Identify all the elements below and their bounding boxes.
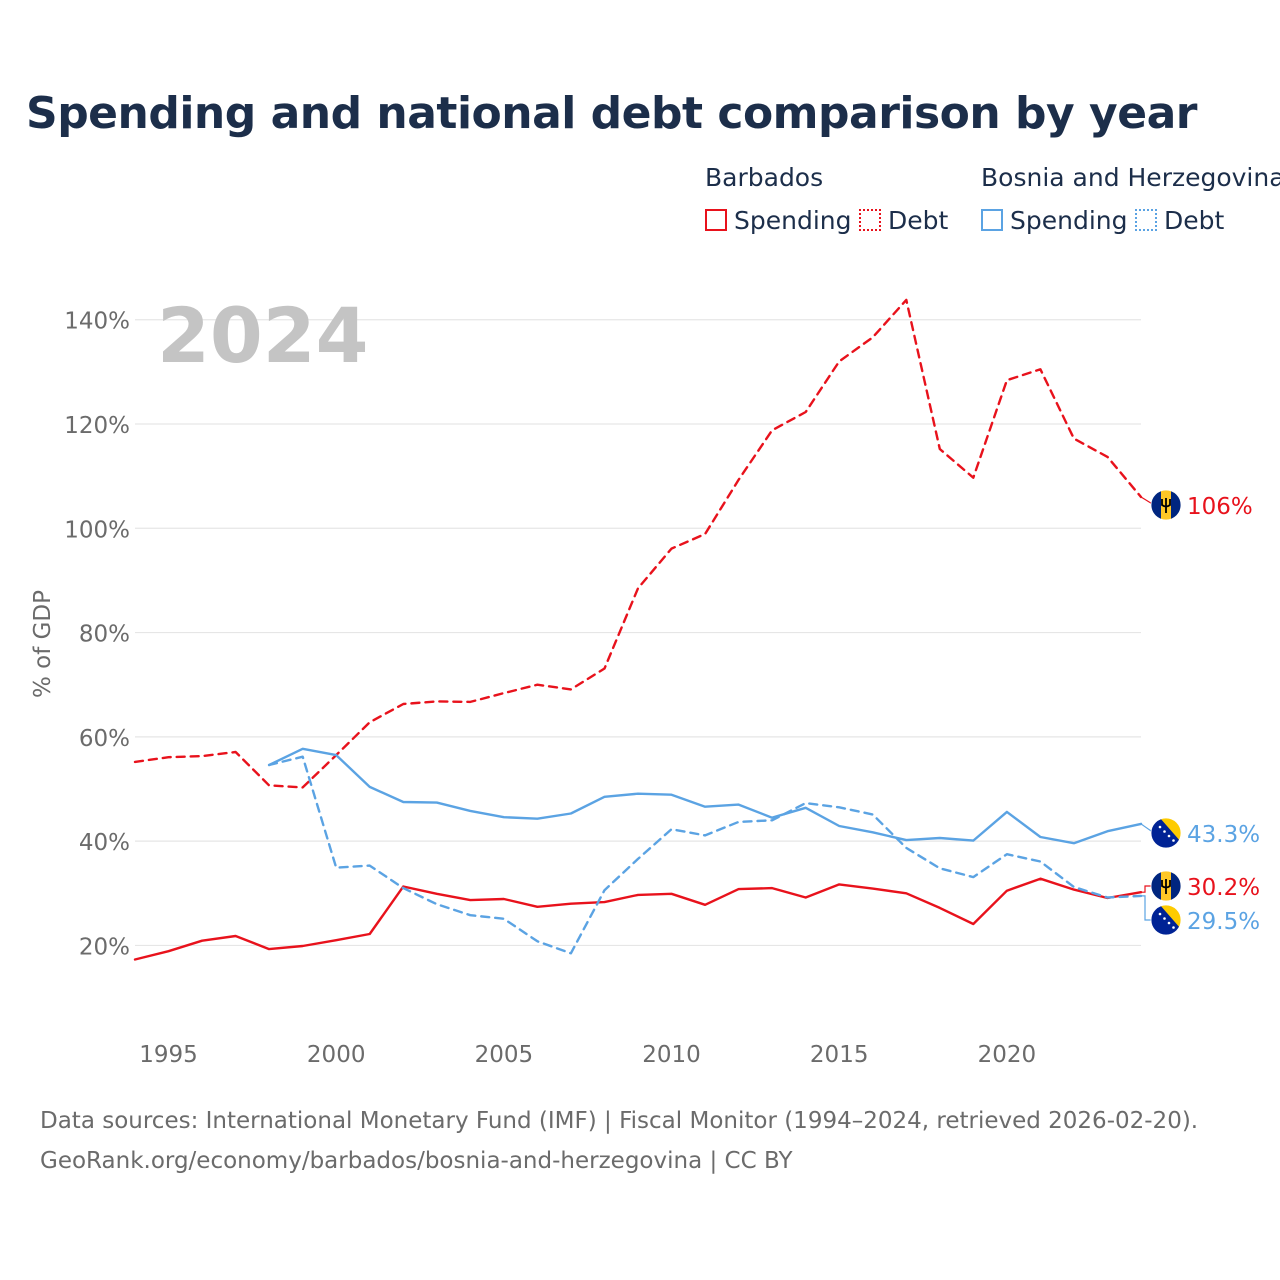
y-tick-label: 40% <box>79 830 130 856</box>
footer-attribution: GeoRank.org/economy/barbados/bosnia-and-… <box>40 1148 793 1174</box>
bosnia-flag-icon <box>1151 905 1181 935</box>
legend-group-barbados-title: Barbados <box>705 163 824 192</box>
legend-swatch-dotted-red <box>859 209 881 231</box>
x-tick-label: 2005 <box>475 1042 534 1068</box>
legend-item-bosnia-spending[interactable]: Spending <box>981 204 1128 236</box>
end-value-label: 106% <box>1187 494 1253 520</box>
x-tick-label: 1995 <box>139 1042 198 1068</box>
barbados-flag-icon <box>1151 871 1181 901</box>
end-value-label: 43.3% <box>1187 822 1260 848</box>
y-tick-label: 60% <box>79 726 130 752</box>
y-axis-label: % of GDP <box>30 590 56 698</box>
legend-swatch-dotted-blue <box>1135 209 1157 231</box>
series-line-0 <box>133 298 1143 789</box>
series-line-1 <box>267 747 1143 845</box>
legend-swatch-solid-red <box>705 209 727 231</box>
end-label-layer: 106% 43.3% 30.2% 29.5% <box>1140 489 1260 936</box>
y-tick-label: 80% <box>79 622 130 648</box>
legend-group-bosnia-title: Bosnia and Herzegovina <box>981 163 1280 192</box>
x-tick-label: 2020 <box>978 1042 1037 1068</box>
series-line-2 <box>133 877 1143 961</box>
y-tick-label: 20% <box>79 934 130 960</box>
series-line-3 <box>267 755 1143 955</box>
footer-sources: Data sources: International Monetary Fun… <box>40 1108 1199 1134</box>
legend-label: Spending <box>734 205 852 235</box>
end-label-connector <box>1141 895 1154 921</box>
x-tick-label: 2000 <box>307 1042 366 1068</box>
x-tick-label: 2015 <box>810 1042 869 1068</box>
year-watermark: 2024 <box>157 291 369 380</box>
y-tick-label: 120% <box>64 413 130 439</box>
legend-label: Spending <box>1010 205 1128 235</box>
x-tick-label: 2010 <box>642 1042 701 1068</box>
end-label-connector <box>1141 885 1154 893</box>
legend-item-barbados-debt[interactable]: Debt <box>859 204 948 236</box>
bosnia-flag-icon <box>1151 818 1181 848</box>
legend-label: Debt <box>888 205 949 235</box>
grid-layer <box>135 319 1141 947</box>
y-tick-label: 100% <box>64 517 130 543</box>
y-tick-label: 140% <box>64 309 130 335</box>
legend-swatch-solid-blue <box>981 209 1003 231</box>
end-value-label: 30.2% <box>1187 875 1260 901</box>
legend-label: Debt <box>1164 205 1225 235</box>
legend-item-bosnia-debt[interactable]: Debt <box>1135 204 1224 236</box>
end-value-label: 29.5% <box>1187 909 1260 935</box>
barbados-flag-icon <box>1151 490 1181 520</box>
series-layer <box>133 298 1143 961</box>
chart-title: Spending and national debt comparison by… <box>26 88 1197 139</box>
axis-layer: 20% 40% 60% 80% 100% 120% 140% 1995 2000 2005 2010… <box>64 309 1036 1068</box>
legend-item-barbados-spending[interactable]: Spending <box>705 204 852 236</box>
